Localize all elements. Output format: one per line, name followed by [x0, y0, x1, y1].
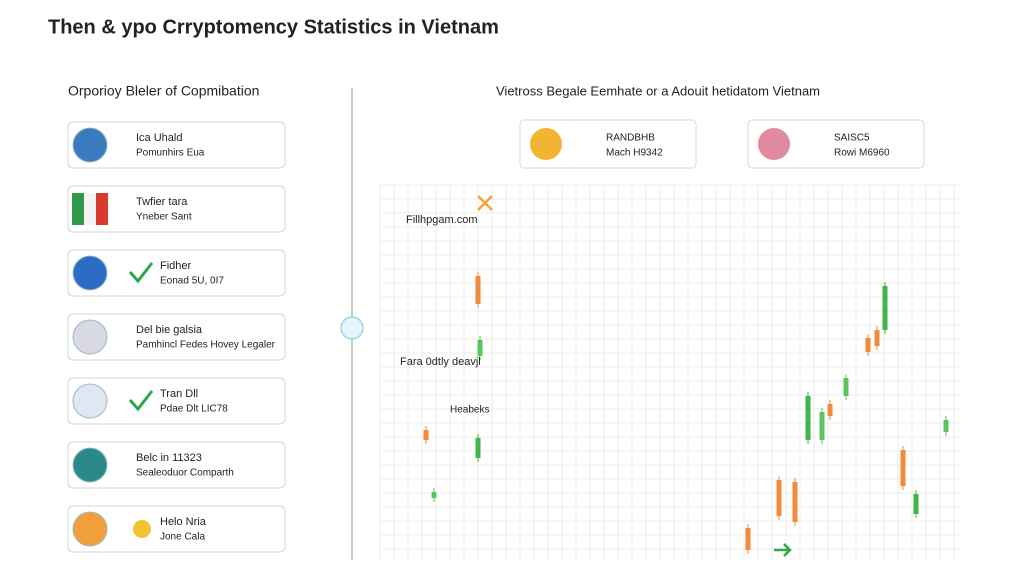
item-subtitle: Pomunhirs Eua — [136, 148, 205, 159]
flag-white — [84, 193, 96, 225]
item-subtitle: Pamhincl Fedes Hovey Legaler — [136, 340, 276, 351]
right-heading: Vietross Begale Eemhate or a Adouit heti… — [496, 83, 820, 98]
item-subtitle: Yneber Sant — [136, 212, 192, 223]
stat-line: RANDBHB — [606, 133, 655, 144]
item-title: Belc in 11323 — [136, 452, 202, 464]
coin-icon — [133, 520, 151, 538]
stat-line: Rowi M6960 — [834, 148, 890, 159]
item-icon — [72, 127, 108, 163]
candle-body — [827, 404, 833, 416]
item-icon — [72, 383, 108, 419]
chart-label: Fillhpgam.com — [406, 214, 478, 226]
item-icon — [72, 511, 108, 547]
item-subtitle: Pdae Dlt LIC78 — [160, 404, 228, 415]
item-subtitle: Jone Cala — [160, 532, 205, 543]
item-card[interactable] — [67, 249, 286, 297]
chart-label: Heabeks — [450, 405, 489, 416]
stat-card — [519, 119, 697, 169]
item-card[interactable] — [67, 185, 286, 233]
left-heading: Orporioy Bleler of Copmibation — [68, 83, 259, 99]
cross-icon — [477, 195, 493, 211]
item-title: Tran Dll — [160, 388, 198, 400]
item-icon — [72, 447, 108, 483]
item-subtitle: Eonad 5U, 0I7 — [160, 276, 224, 287]
item-subtitle: Sealeoduor Comparth — [136, 468, 234, 479]
item-card[interactable] — [67, 505, 286, 553]
item-card[interactable] — [67, 121, 286, 169]
candle-body — [475, 276, 481, 304]
check-icon — [128, 390, 154, 412]
item-icon — [72, 255, 108, 291]
stat-icon — [758, 128, 790, 160]
candle-body — [475, 438, 481, 458]
candle-body — [776, 480, 782, 516]
item-title: Fidher — [160, 260, 192, 272]
item-title: Del bie galsia — [136, 324, 203, 336]
item-title: Helo Nria — [160, 516, 207, 528]
candle-body — [865, 338, 871, 352]
candle-body — [423, 430, 429, 440]
arrow-icon — [774, 543, 792, 557]
candle-body — [792, 482, 798, 522]
flag-green — [72, 193, 84, 225]
item-title: Twfier tara — [136, 196, 188, 208]
flag-red — [96, 193, 108, 225]
item-card[interactable] — [67, 377, 286, 425]
item-icon — [72, 319, 108, 355]
candle-body — [943, 420, 949, 432]
page-title: Then & ypo Crryptomency Statistics in Vi… — [48, 16, 499, 38]
candle-body — [843, 378, 849, 396]
chart-grid — [379, 184, 960, 560]
check-icon — [128, 262, 154, 284]
candle-body — [477, 340, 483, 356]
stat-card — [747, 119, 925, 169]
candle-body — [913, 494, 919, 514]
candle-body — [745, 528, 751, 550]
stat-icon — [530, 128, 562, 160]
item-card[interactable] — [67, 441, 286, 489]
divider-handle[interactable] — [340, 316, 364, 340]
stat-line: SAISC5 — [834, 133, 870, 144]
candle-body — [805, 396, 811, 440]
item-card[interactable] — [67, 313, 286, 361]
candle-body — [874, 330, 880, 346]
candle-body — [882, 286, 888, 330]
item-title: Ica Uhald — [136, 132, 182, 144]
candle-body — [431, 492, 437, 498]
chart-label: Fara 0dtly deavjl — [400, 356, 481, 368]
candle-body — [819, 412, 825, 440]
stat-line: Mach H9342 — [606, 148, 663, 159]
candle-body — [900, 450, 906, 486]
